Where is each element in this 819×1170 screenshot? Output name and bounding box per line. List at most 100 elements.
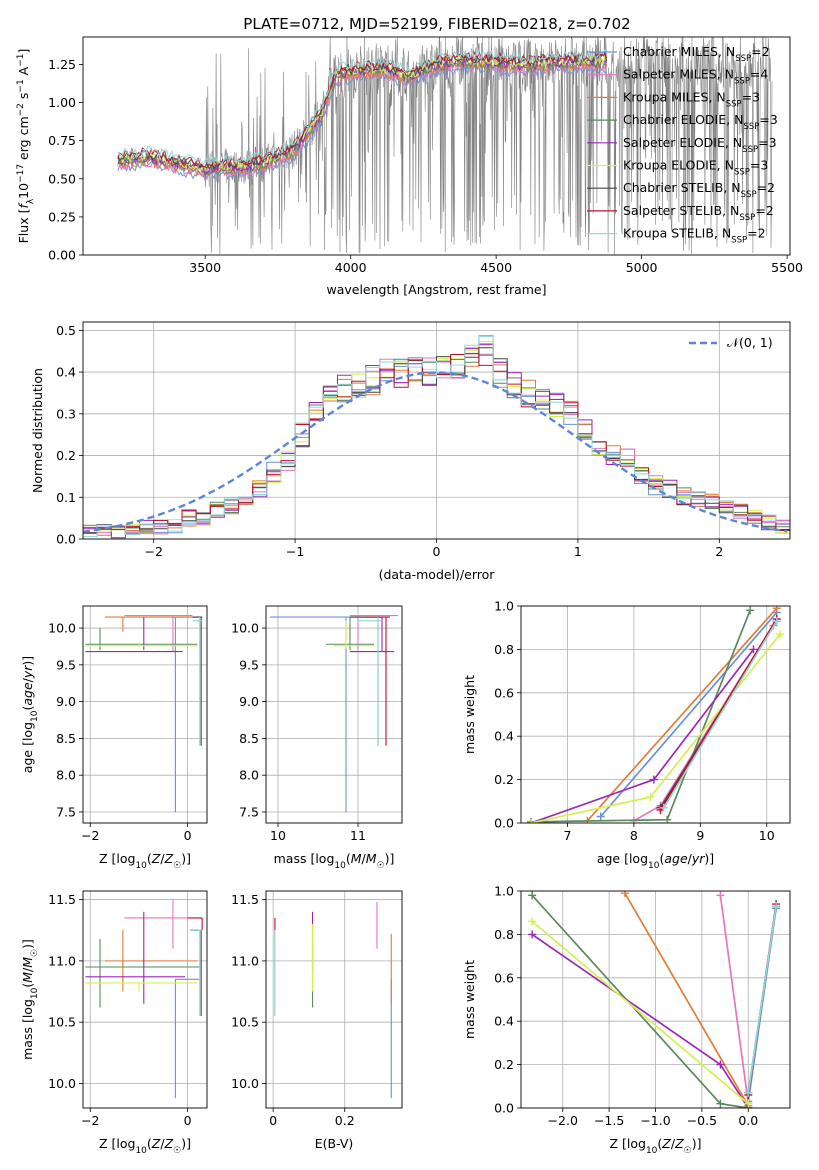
label-part: age: [20, 682, 35, 706]
label-part: Z: [674, 1136, 684, 1151]
weight-marker: [744, 1099, 753, 1108]
weight-marker: [596, 812, 605, 821]
x-tick-label: 10: [759, 828, 775, 843]
legend-label: Chabrier ELODIE, NSSP=3: [623, 112, 778, 132]
label-part: SSP: [734, 77, 750, 87]
y-tick-label: 0.6: [494, 685, 514, 700]
label-part: /: [671, 1136, 676, 1151]
weight-marker: [649, 775, 658, 784]
y-tick-label: 7.5: [239, 804, 259, 819]
label-part: A: [16, 66, 31, 79]
weight-line: [659, 618, 778, 811]
label-part: −17: [16, 164, 26, 183]
label-part: )]: [20, 656, 35, 666]
legend-label: Chabrier MILES, NSSP=2: [623, 44, 770, 64]
plot-area: [83, 891, 207, 1108]
label-part: age [log: [597, 851, 648, 866]
y-tick-label: 0.6: [494, 970, 514, 985]
label-part: SSP: [741, 190, 757, 200]
x-tick-label: 0: [184, 1113, 192, 1128]
weight-line: [586, 607, 778, 822]
y-tick-label: 8.5: [56, 731, 76, 746]
label-part: 10: [334, 861, 346, 871]
label-part: Z [log: [99, 851, 135, 866]
y-tick-label: 1.25: [48, 57, 76, 72]
label-part: Kroupa STELIB, N: [623, 226, 731, 241]
y-axis-label: Flux [fλ10−17 erg cm−2 s−1 A−1]: [16, 49, 36, 244]
label-part: 10: [16, 183, 31, 199]
label-part: mass [log: [20, 999, 35, 1060]
y-tick-label: 10.0: [231, 1076, 259, 1091]
label-part: 10: [30, 987, 40, 999]
y-tick-label: 0.2: [494, 772, 514, 787]
x-tick-label: 4000: [335, 260, 367, 275]
x-tick-label: −1.0: [640, 1113, 670, 1128]
panel-residual_histogram: −2 −1 0 1 2 0.0 0.1 0.2 0.3 0.4 0.5 𝒩(0, 1) (data-mo…: [30, 321, 791, 582]
normal-curve: [83, 371, 788, 533]
weight-marker: [528, 930, 537, 939]
label-part: Z: [164, 1136, 174, 1151]
x-tick-label: 5000: [626, 260, 658, 275]
label-part: Z [log: [99, 1136, 135, 1151]
label-part: SSP: [734, 168, 750, 178]
y-tick-label: 0.0: [56, 532, 76, 547]
weight-line: [624, 892, 750, 1107]
y-tick-label: 7.5: [56, 804, 76, 819]
y-tick-label: 10.0: [48, 621, 76, 636]
panel-mass_vs_EBV: 0 0.2 10.0 10.5 11.0 11.5 E(B-V): [231, 890, 403, 1151]
y-axis-label: mass weight: [462, 960, 477, 1039]
label-part: 10: [135, 861, 147, 871]
label-part: Salpeter ELODIE, N: [623, 135, 742, 150]
x-tick-label: 8: [630, 828, 638, 843]
x-axis-label: Z [log10(Z/Z☉)]: [99, 851, 191, 871]
y-tick-label: 0.0: [494, 1101, 514, 1116]
y-tick-label: 0.4: [56, 365, 76, 380]
legend-label: Salpeter STELIB, NSSP=2: [623, 203, 774, 223]
y-tick-label: 10.0: [231, 621, 259, 636]
x-axis-label: Z [log10(Z/Z☉)]: [609, 1136, 701, 1156]
y-tick-label: 9.0: [239, 694, 259, 709]
weight-marker: [716, 891, 725, 900]
label-part: =2: [755, 203, 773, 218]
label-part: ☉: [173, 1146, 181, 1156]
legend-label: 𝒩(0, 1): [727, 335, 773, 350]
x-tick-label: −2: [81, 828, 99, 843]
legend-label: Chabrier STELIB, NSSP=2: [623, 180, 775, 200]
y-tick-label: 0.5: [56, 323, 76, 338]
label-part: /: [362, 851, 367, 866]
y-tick-label: 0.8: [494, 927, 514, 942]
label-part: =4: [750, 67, 768, 82]
label-part: /: [160, 851, 165, 866]
y-tick-label: 1.0: [494, 599, 514, 614]
label-part: Z: [151, 851, 161, 866]
y-tick-label: 10.0: [48, 1076, 76, 1091]
x-tick-label: 11: [350, 828, 366, 843]
label-part: (0, 1): [739, 335, 773, 350]
label-part: Chabrier ELODIE, N: [623, 112, 743, 127]
label-part: (: [20, 983, 35, 988]
label-part: /: [20, 677, 35, 682]
y-tick-label: 11.0: [48, 953, 76, 968]
spectrum-model-line: [117, 48, 608, 166]
weight-marker: [772, 902, 781, 911]
x-tick-label: 7: [564, 828, 572, 843]
x-tick-label: −1: [286, 544, 304, 559]
label-part: (: [346, 851, 351, 866]
label-part: Kroupa MILES, N: [623, 89, 726, 104]
label-part: 10: [646, 1146, 658, 1156]
axes-frame: [265, 605, 403, 824]
y-tick-label: 0.25: [48, 209, 76, 224]
axes-frame: [520, 890, 791, 1109]
y-tick-label: 0.75: [48, 133, 76, 148]
x-tick-label: 10: [270, 828, 286, 843]
plot-area: [83, 322, 790, 539]
x-tick-label: 0: [184, 828, 192, 843]
weight-line: [600, 611, 778, 818]
label-part: Chabrier STELIB, N: [623, 180, 741, 195]
label-part: )]: [181, 1136, 191, 1151]
label-part: (: [20, 706, 35, 711]
x-axis-label: age [log10(age/yr)]: [597, 851, 714, 871]
label-part: )]: [704, 851, 714, 866]
label-part: (: [659, 851, 664, 866]
